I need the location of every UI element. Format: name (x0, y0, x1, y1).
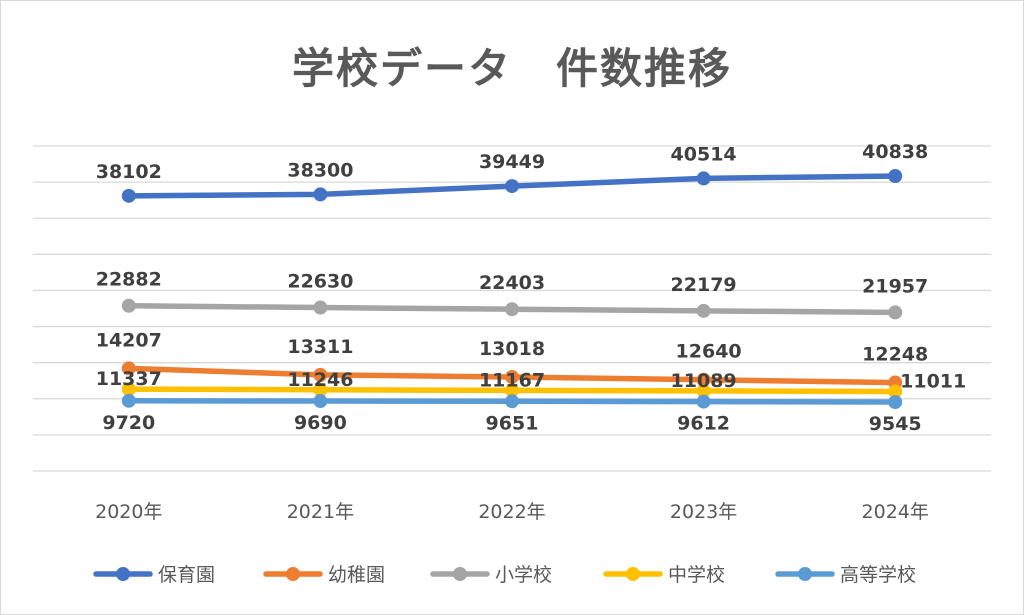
data-label: 11167 (479, 369, 545, 391)
data-label: 22403 (479, 272, 545, 294)
legend-marker (116, 567, 130, 581)
x-tick-label: 2021年 (287, 501, 354, 523)
data-label: 39449 (479, 151, 545, 173)
data-point (121, 361, 136, 376)
legend-marker (453, 567, 467, 581)
data-point (313, 300, 328, 315)
data-point (313, 382, 328, 397)
data-point (121, 382, 136, 397)
data-label: 38300 (287, 159, 353, 181)
x-tick-label: 2023年 (670, 501, 737, 523)
data-point (505, 179, 519, 194)
data-label: 9651 (486, 412, 539, 434)
legend-marker (798, 567, 812, 581)
data-point (696, 383, 711, 398)
data-label: 22630 (287, 271, 353, 293)
data-point (696, 171, 711, 186)
data-point (505, 394, 519, 409)
data-point (888, 384, 903, 399)
data-point (888, 169, 903, 184)
data-point (313, 367, 328, 382)
data-label: 11246 (287, 369, 353, 391)
data-point (696, 372, 711, 387)
data-point (888, 395, 903, 410)
data-label: 21957 (862, 275, 928, 297)
legend-label: 小学校 (495, 564, 552, 586)
data-label: 40514 (671, 143, 737, 165)
legend-marker (286, 567, 300, 581)
data-point (121, 393, 136, 408)
data-point (121, 298, 136, 313)
data-point (313, 394, 328, 409)
data-label: 9612 (677, 413, 730, 435)
x-tick-label: 2020年 (95, 501, 162, 523)
data-point (121, 188, 136, 203)
data-label: 9545 (869, 413, 922, 435)
data-point (505, 383, 519, 398)
data-label: 13311 (287, 336, 353, 358)
legend-label: 保育園 (158, 564, 215, 586)
legend-marker (626, 567, 640, 581)
data-point (505, 369, 519, 384)
data-label: 38102 (96, 161, 162, 183)
data-label: 12248 (862, 344, 928, 366)
data-point (505, 302, 519, 317)
data-label: 40838 (862, 141, 928, 163)
x-tick-label: 2022年 (478, 501, 545, 523)
legend-label: 高等学校 (840, 564, 916, 586)
legend-label: 中学校 (668, 564, 725, 586)
data-label: 11089 (671, 370, 737, 392)
data-label: 9720 (102, 412, 155, 434)
data-point (888, 305, 903, 320)
data-label: 12640 (676, 341, 742, 363)
data-label: 13018 (479, 338, 545, 360)
data-label: 22179 (671, 274, 737, 296)
x-tick-label: 2024年 (862, 501, 929, 523)
data-label: 11337 (96, 368, 162, 390)
data-label: 14207 (96, 329, 162, 351)
data-label: 11011 (900, 370, 966, 392)
legend-label: 幼稚園 (328, 564, 385, 586)
chart-title: 学校データ 件数推移 (291, 44, 732, 93)
data-point (696, 394, 711, 409)
data-label: 9690 (294, 412, 347, 434)
data-point (313, 187, 328, 202)
data-label: 22882 (96, 269, 162, 291)
data-point (696, 303, 711, 318)
